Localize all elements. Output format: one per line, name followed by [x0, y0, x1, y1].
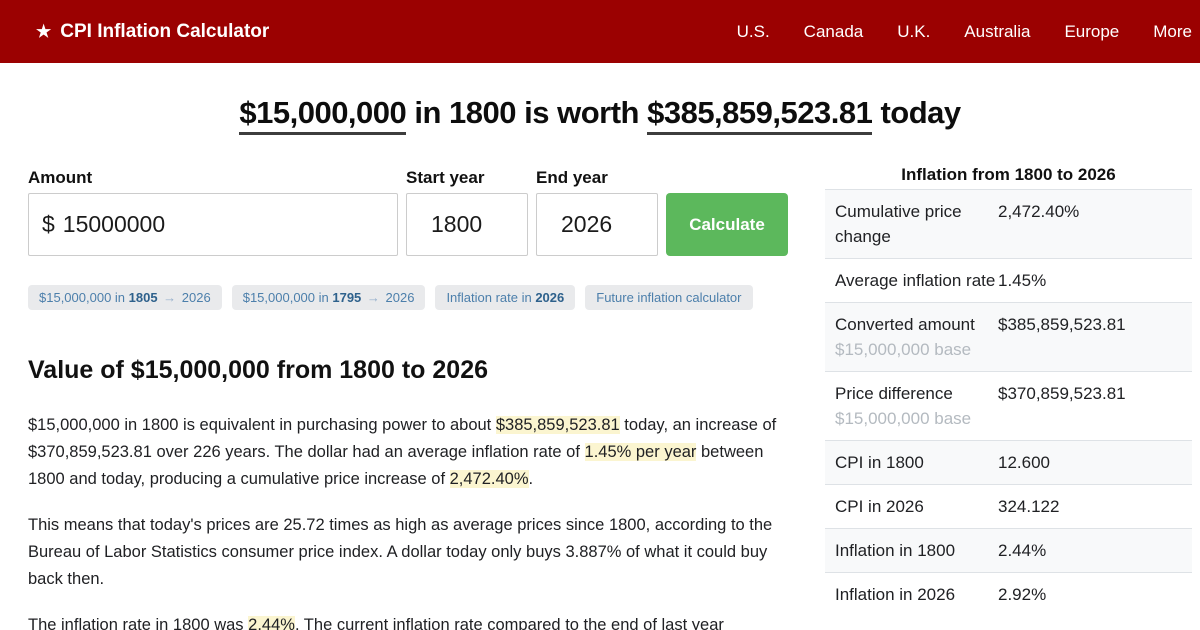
- text-segment: . The current inflation rate compared to…: [294, 616, 724, 630]
- amount-field-group: Amount $: [28, 168, 398, 256]
- text-segment: $15,000,000 in: [242, 290, 333, 305]
- underlined-value-link[interactable]: $15,000,000: [239, 95, 407, 135]
- summary-row-label: Average inflation rate: [835, 271, 996, 290]
- summary-row-label: CPI in 2026: [835, 497, 924, 516]
- summary-row-label: Inflation in 1800: [835, 541, 956, 560]
- summary-row: CPI in 1800 12.600: [825, 440, 1192, 484]
- summary-row-value: 2.44%: [998, 541, 1047, 560]
- summary-row: Price difference $15,000,000 base $370,859…: [825, 371, 1192, 440]
- summary-row-value: 324.122: [998, 497, 1060, 516]
- calculate-button[interactable]: Calculate: [666, 193, 788, 256]
- text-segment: in 1800 is worth: [406, 95, 648, 130]
- summary-row: Inflation in 2026 2.92%: [825, 572, 1192, 616]
- summary-row-value: 1.45%: [998, 271, 1047, 290]
- text-segment: 2,472.40%: [449, 470, 529, 488]
- summary-row: Inflation in 1800 2.44%: [825, 528, 1192, 572]
- text-segment: 2026: [181, 290, 211, 305]
- text-segment: 2026: [535, 290, 565, 305]
- nav-item-canada[interactable]: Canada: [803, 21, 864, 41]
- summary-row-label: Cumulative price change: [835, 202, 962, 246]
- text-segment: $15,000,000 in: [39, 290, 129, 305]
- nav-item-more[interactable]: More: [1153, 21, 1192, 41]
- text-segment: 2.44%: [248, 616, 295, 630]
- brand[interactable]: ★ CPI Inflation Calculator: [36, 21, 269, 43]
- underlined-value-link[interactable]: $385,859,523.81: [647, 95, 873, 135]
- amount-input[interactable]: [62, 211, 384, 238]
- text-segment: today, an increase of $370,859,523.81 ov…: [28, 416, 777, 461]
- start-year-field-group: Start year: [406, 168, 528, 256]
- summary-row-sublabel: $15,000,000 base: [835, 340, 972, 359]
- nav-item-us[interactable]: U.S.: [736, 21, 770, 41]
- paragraph-equivalence: $15,000,000 in 1800 is equivalent in pur…: [28, 412, 788, 493]
- summary-panel: Inflation from 1800 to 2026 Cumulative p…: [825, 165, 1192, 616]
- summary-row: Average inflation rate 1.45%: [825, 258, 1192, 302]
- summary-row-value: $385,859,523.81: [998, 315, 1126, 334]
- main-content: Amount $ Start year End year Calculate: [28, 168, 788, 630]
- end-year-label: End year: [536, 168, 608, 187]
- start-year-input[interactable]: [431, 211, 514, 238]
- end-year-input-box[interactable]: [536, 193, 658, 256]
- text-segment: today: [872, 95, 961, 130]
- brand-label: CPI Inflation Calculator: [60, 20, 270, 42]
- summary-table: Cumulative price change 2,472.40% Average …: [825, 189, 1192, 616]
- text-segment: Inflation rate in: [446, 290, 536, 305]
- nav-item-uk[interactable]: U.K.: [897, 21, 931, 41]
- summary-row-value: $370,859,523.81: [998, 384, 1126, 403]
- quick-link-1805[interactable]: $15,000,000 in 1805 → 2026: [28, 285, 222, 310]
- summary-row-label: Price difference: [835, 384, 953, 403]
- summary-row-label: Inflation in 2026: [835, 585, 956, 604]
- page-title: $15,000,000 in 1800 is worth $385,859,52…: [0, 95, 1200, 135]
- nav-item-europe[interactable]: Europe: [1064, 21, 1120, 41]
- top-nav: ★ CPI Inflation Calculator U.S. Canada U…: [0, 0, 1200, 63]
- text-segment: →: [363, 290, 384, 305]
- quick-link-inflation-rate-2026[interactable]: Inflation rate in 2026: [435, 285, 576, 310]
- currency-prefix: $: [42, 211, 55, 237]
- end-year-input[interactable]: [561, 211, 644, 238]
- amount-input-box[interactable]: $: [28, 193, 398, 256]
- text-segment: The inflation rate in 1800 was: [28, 616, 249, 630]
- paragraph-inflation-rate: The inflation rate in 1800 was 2.44%. Th…: [28, 612, 788, 630]
- text-segment: →: [159, 290, 180, 305]
- start-year-input-box[interactable]: [406, 193, 528, 256]
- text-segment: $385,859,523.81: [495, 416, 620, 434]
- summary-row-label: CPI in 1800: [835, 453, 924, 472]
- calculator-form: Amount $ Start year End year Calculate: [28, 168, 788, 256]
- text-segment: $15,000,000 in 1800 is equivalent in pur…: [28, 416, 496, 434]
- summary-row-value: 2.92%: [998, 585, 1047, 604]
- end-year-field-group: End year: [536, 168, 658, 256]
- summary-row: Cumulative price change 2,472.40%: [825, 189, 1192, 258]
- summary-row-label: Converted amount: [835, 315, 975, 334]
- start-year-label: Start year: [406, 168, 485, 187]
- quick-links: $15,000,000 in 1805 → 2026 $15,000,000 i…: [28, 285, 788, 310]
- text-segment: between 1800 and today, producing a cumu…: [28, 443, 764, 488]
- text-segment: Future inflation calculator: [596, 290, 742, 305]
- text-segment: 1805: [128, 290, 158, 305]
- summary-row: CPI in 2026 324.122: [825, 484, 1192, 528]
- summary-row-sublabel: $15,000,000 base: [835, 409, 972, 428]
- summary-title: Inflation from 1800 to 2026: [901, 165, 1116, 184]
- paragraph-price-multiple: This means that today's prices are 25.72…: [28, 516, 773, 588]
- nav-item-australia[interactable]: Australia: [964, 21, 1031, 41]
- quick-link-future-inflation-calculator[interactable]: Future inflation calculator: [585, 285, 753, 310]
- summary-row: Converted amount $15,000,000 base $385,859…: [825, 302, 1192, 371]
- text-segment: 1795: [332, 290, 362, 305]
- text-segment: 2026: [385, 290, 415, 305]
- star-icon: ★: [36, 21, 52, 41]
- text-segment: .: [528, 470, 534, 488]
- section-heading: Value of $15,000,000 from 1800 to 2026: [28, 356, 488, 384]
- amount-label: Amount: [28, 168, 93, 187]
- summary-row-value: 12.600: [998, 453, 1050, 472]
- nav-links: U.S. Canada U.K. Australia Europe More: [737, 22, 1192, 42]
- summary-row-value: 2,472.40%: [998, 202, 1080, 221]
- text-segment: 1.45% per year: [584, 443, 697, 461]
- quick-link-1795[interactable]: $15,000,000 in 1795 → 2026: [231, 285, 426, 310]
